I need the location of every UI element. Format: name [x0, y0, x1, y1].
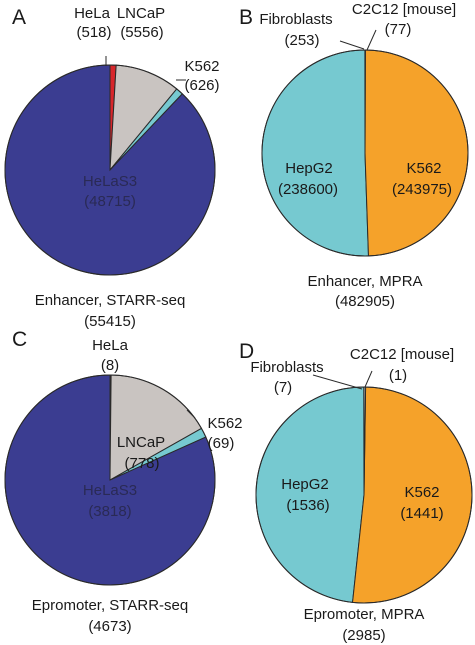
slice-label-k562: K562	[404, 484, 439, 501]
slice-count-hepg2: (238600)	[278, 181, 338, 198]
slice-count-k562: (1441)	[400, 505, 443, 522]
leader-line-c2c12-mouse	[364, 370, 373, 388]
panel-letter: D	[239, 340, 254, 363]
leader-line-c2c12-mouse	[366, 29, 377, 51]
chart-caption: Epromoter, MPRA	[304, 606, 425, 623]
pie-chart-b: C2C12 [mouse] (77) K562 (243975) HepG2 (23860…	[239, 1, 469, 310]
pie-slice-hepg2	[364, 49, 469, 257]
chart-caption: Epromoter, STARR-seq	[32, 597, 188, 614]
slice-label-hepg2: HepG2	[281, 476, 329, 493]
pie-chart-c: HeLa (8) LNCaP (778) K562 (69) HeLaS3 (3818) C Ep…	[4, 328, 243, 635]
chart-total: (2985)	[342, 627, 385, 644]
slice-label-c2c12-mouse: C2C12 [mouse]	[350, 346, 454, 363]
slice-count-hepg2: (1536)	[286, 497, 329, 514]
chart-total: (482905)	[335, 293, 395, 310]
slice-count-helas3: (3818)	[88, 503, 131, 520]
slice-count-k562: (626)	[184, 77, 219, 94]
slice-label-fibroblasts: Fibroblasts	[250, 359, 323, 376]
leader-line-k562	[186, 409, 196, 419]
slice-label-helas3: HeLaS3	[83, 173, 137, 190]
pie-slice-k562	[255, 386, 365, 603]
slice-label-k562: K562	[184, 58, 219, 75]
chart-total: (4673)	[88, 618, 131, 635]
slice-count-k562: (243975)	[392, 181, 452, 198]
slice-count-lncap: (5556)	[120, 24, 163, 41]
slice-label-lncap: LNCaP	[117, 434, 165, 451]
chart-total: (55415)	[84, 313, 136, 330]
slice-count-helas3: (48715)	[84, 193, 136, 210]
pie-chart-d: C2C12 [mouse] (1) K562 (1441) HepG2 (1536) Fib…	[239, 340, 473, 644]
slice-label-helas3: HeLaS3	[83, 482, 137, 499]
pie-outline	[4, 64, 216, 276]
slice-label-c2c12-mouse: C2C12 [mouse]	[352, 1, 456, 18]
pie-slice-helas3	[4, 64, 216, 276]
panel-letter: B	[239, 6, 253, 29]
slice-count-c2c12-mouse: (77)	[385, 21, 412, 38]
pie-slice-k562	[261, 49, 369, 257]
pie-outline	[261, 49, 469, 257]
slice-count-fibroblasts: (7)	[274, 379, 292, 396]
slice-label-hela: HeLa	[92, 337, 129, 354]
slice-count-k562: (69)	[208, 435, 235, 452]
chart-caption: Enhancer, STARR-seq	[35, 292, 186, 309]
leader-line-fibroblasts	[339, 40, 365, 50]
panel-letter: C	[12, 328, 27, 351]
panel-letter: A	[12, 6, 26, 29]
slice-label-lncap: LNCaP	[117, 5, 165, 22]
slice-count-fibroblasts: (253)	[284, 32, 319, 49]
slice-label-hepg2: HepG2	[285, 160, 333, 177]
slice-count-hela: (8)	[101, 357, 119, 374]
slice-label-k562: K562	[406, 160, 441, 177]
pie-outline	[255, 386, 473, 604]
slice-count-hela: (518)	[76, 24, 111, 41]
leader-line-fibroblasts	[312, 374, 363, 390]
slice-count-c2c12-mouse: (1)	[389, 367, 407, 384]
slice-label-k562: K562	[207, 415, 242, 432]
slice-count-lncap: (778)	[124, 455, 159, 472]
chart-caption: Enhancer, MPRA	[307, 273, 422, 290]
slice-label-fibroblasts: Fibroblasts	[259, 11, 332, 28]
slice-label-hela: HeLa	[74, 5, 111, 22]
pie-chart-a: HeLa (518) LNCaP (5556) K562 (626) HeLaS3 (4871…	[4, 5, 220, 330]
